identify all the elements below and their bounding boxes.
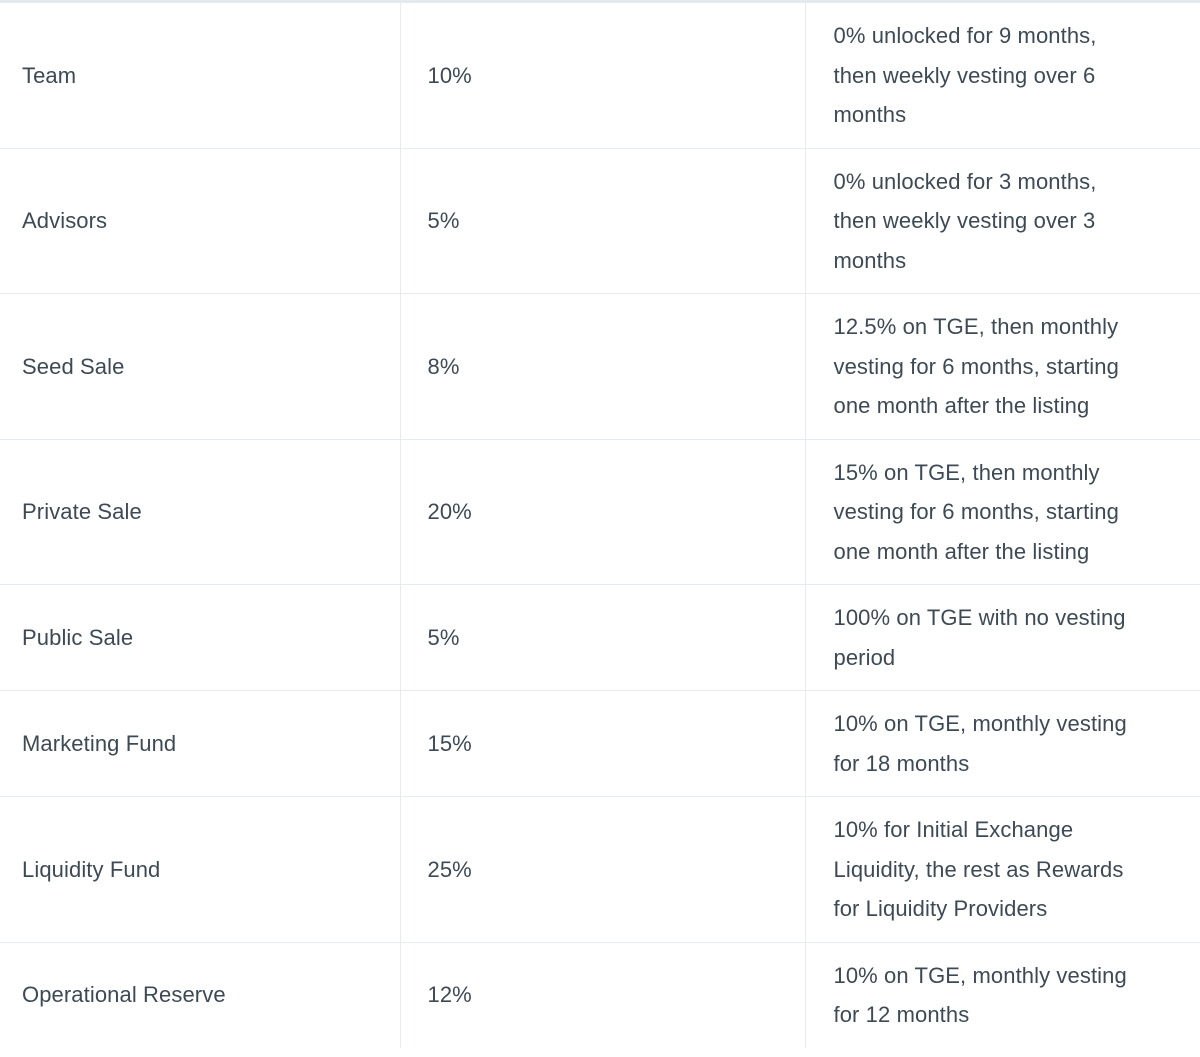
allocation-cell: 10% [399, 0, 805, 148]
vesting-cell: 12.5% on TGE, then monthly vesting for 6… [804, 293, 1200, 439]
vesting-cell: 10% on TGE, monthly vesting for 12 month… [804, 941, 1200, 1048]
vesting-cell: 100% on TGE with no vesting period [804, 584, 1200, 691]
allocation-cell: 12% [399, 941, 805, 1048]
table-row: Marketing Fund 15% 10% on TGE, monthly v… [0, 690, 1200, 797]
allocation-cell: 25% [399, 796, 805, 942]
table-row: Seed Sale 8% 12.5% on TGE, then monthly … [0, 293, 1200, 439]
vesting-cell: 0% unlocked for 3 months, then weekly ve… [804, 147, 1200, 294]
category-cell: Advisors [0, 147, 400, 294]
category-cell: Liquidity Fund [0, 796, 400, 942]
table-row: Private Sale 20% 15% on TGE, then monthl… [0, 438, 1200, 585]
table-row: Team 10% 0% unlocked for 9 months, then … [0, 0, 1200, 148]
table-row: Operational Reserve 12% 10% on TGE, mont… [0, 941, 1200, 1048]
category-cell: Seed Sale [0, 293, 400, 439]
allocation-cell: 5% [399, 584, 805, 691]
table-row: Advisors 5% 0% unlocked for 3 months, th… [0, 147, 1200, 294]
allocation-cell: 15% [399, 690, 805, 797]
category-cell: Team [0, 0, 400, 148]
allocation-cell: 8% [399, 293, 805, 439]
category-cell: Public Sale [0, 584, 400, 691]
category-cell: Marketing Fund [0, 690, 400, 797]
allocation-cell: 5% [399, 147, 805, 294]
category-cell: Operational Reserve [0, 941, 400, 1048]
vesting-cell: 15% on TGE, then monthly vesting for 6 m… [804, 438, 1200, 585]
category-cell: Private Sale [0, 438, 400, 585]
table-row: Public Sale 5% 100% on TGE with no vesti… [0, 584, 1200, 691]
vesting-cell: 10% for Initial Exchange Liquidity, the … [804, 796, 1200, 942]
vesting-cell: 10% on TGE, monthly vesting for 18 month… [804, 690, 1200, 797]
vesting-cell: 0% unlocked for 9 months, then weekly ve… [804, 0, 1200, 148]
allocation-cell: 20% [399, 438, 805, 585]
table-row: Liquidity Fund 25% 10% for Initial Excha… [0, 796, 1200, 942]
